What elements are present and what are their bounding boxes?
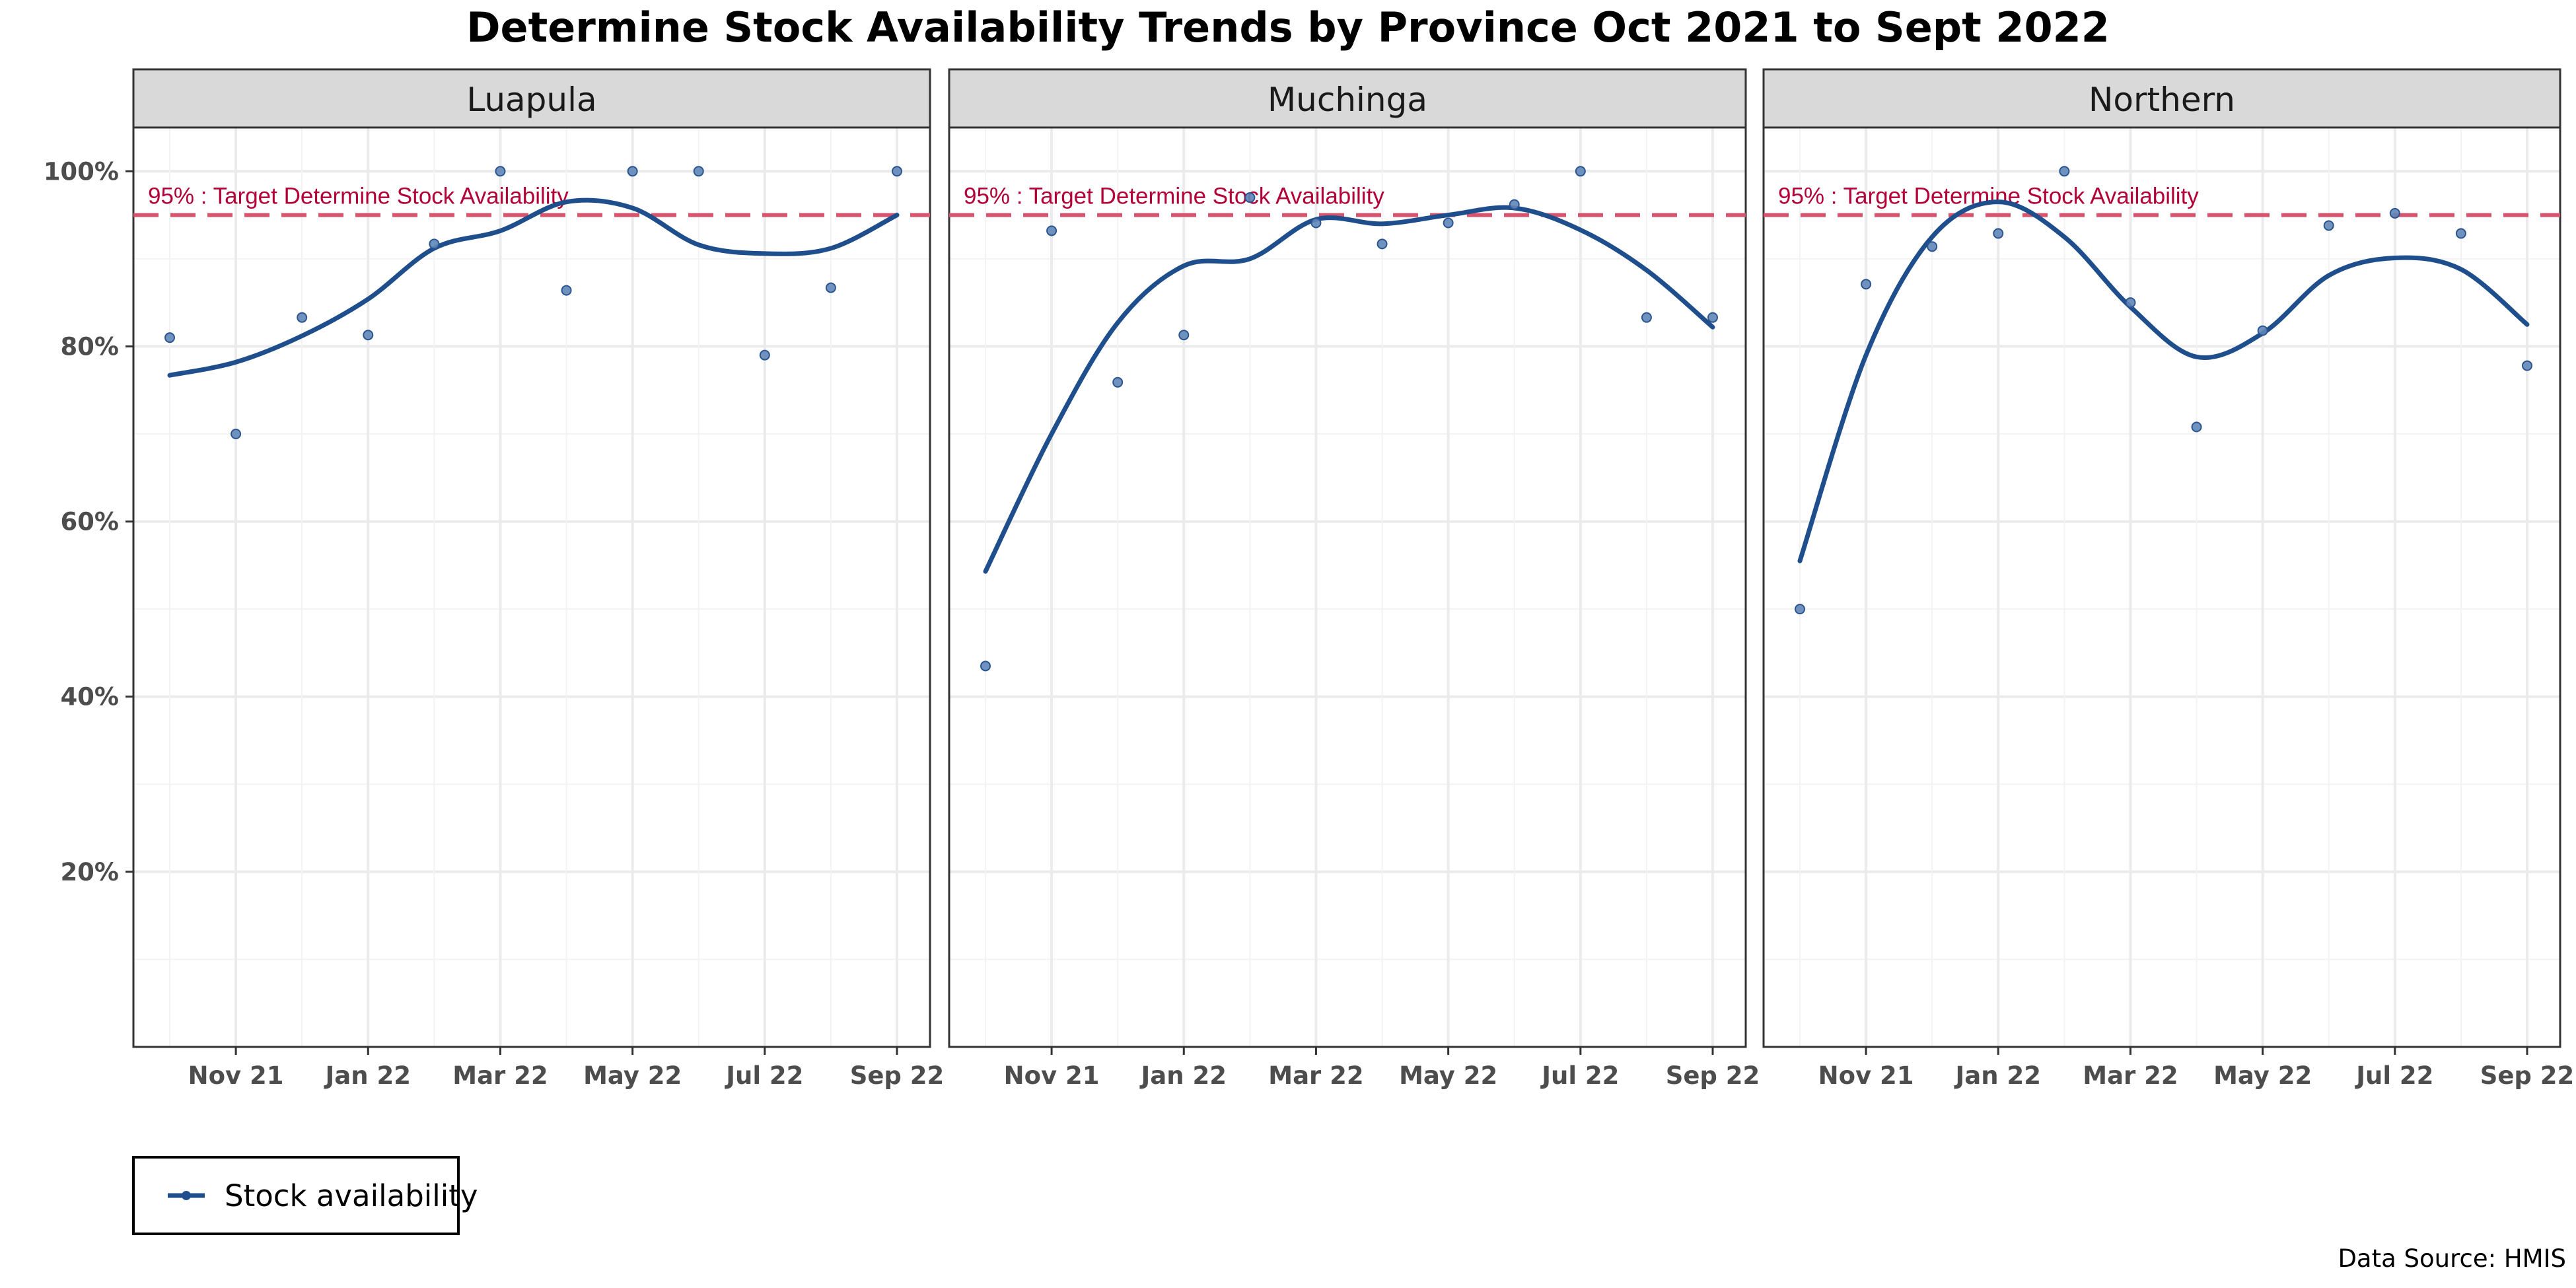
panel-luapula: Luapula 95% : Target Determine Stock Avai… bbox=[132, 68, 945, 1090]
panel-border bbox=[948, 126, 1747, 1048]
data-point-2021-11 bbox=[1861, 279, 1872, 290]
facet-panels: 20% 40% 60% 80% 100% Luapula 95% : Target Dete… bbox=[44, 68, 2575, 1090]
x-tick-label: Sep 22 bbox=[850, 1061, 945, 1090]
panel-northern: Northern 95% : Target Determine Stock Ava… bbox=[1762, 68, 2575, 1090]
x-tick-label: Jul 22 bbox=[724, 1061, 803, 1090]
facet-label: Northern bbox=[2089, 81, 2235, 119]
x-tick-label: May 22 bbox=[1399, 1061, 1497, 1090]
data-point-2021-12 bbox=[297, 312, 308, 323]
x-tick-label: Sep 22 bbox=[1666, 1061, 1760, 1090]
data-point-2022-01 bbox=[1178, 330, 1190, 341]
x-tick-label: Nov 21 bbox=[1004, 1061, 1100, 1090]
panel-border bbox=[132, 126, 931, 1048]
x-tick-label: Jul 22 bbox=[2354, 1061, 2433, 1090]
legend-point-key bbox=[182, 1191, 191, 1200]
facet-label: Luapula bbox=[466, 81, 596, 119]
target-label: 95% : Target Determine Stock Availabilit… bbox=[1778, 184, 2199, 209]
x-tick-label: Sep 22 bbox=[2480, 1061, 2575, 1090]
series-smooth-line bbox=[1797, 199, 2530, 563]
data-point-2022-01 bbox=[363, 330, 374, 341]
data-point-2022-03 bbox=[2125, 297, 2136, 308]
data-point-2021-12 bbox=[1927, 241, 1938, 252]
target-label: 95% : Target Determine Stock Availabilit… bbox=[964, 184, 1384, 209]
chart-title: Determine Stock Availability Trends by P… bbox=[466, 3, 2110, 52]
x-tick-label: Mar 22 bbox=[1268, 1061, 1363, 1090]
data-point-2022-02 bbox=[2059, 166, 2070, 177]
x-tick-label: Mar 22 bbox=[2083, 1061, 2178, 1090]
data-point-2021-11 bbox=[1046, 225, 1057, 236]
facet-strip bbox=[132, 68, 931, 129]
data-point-2022-09 bbox=[2522, 360, 2532, 371]
x-tick-label: May 22 bbox=[2213, 1061, 2312, 1090]
data-point-2022-09 bbox=[892, 166, 902, 177]
data-point-2022-07 bbox=[1575, 166, 1586, 177]
series-smooth-line bbox=[983, 205, 1715, 574]
y-tick-label-60: 60% bbox=[60, 508, 119, 536]
data-point-2021-12 bbox=[1112, 376, 1124, 388]
y-tick-label-40: 40% bbox=[60, 683, 119, 711]
data-point-2022-04 bbox=[1377, 238, 1388, 250]
facet-strip bbox=[948, 68, 1747, 129]
y-tick-label-80: 80% bbox=[60, 332, 119, 361]
data-point-2022-02 bbox=[429, 238, 440, 250]
data-point-2022-07 bbox=[759, 349, 770, 361]
data-point-2022-03 bbox=[1310, 217, 1322, 229]
data-point-2022-03 bbox=[495, 166, 506, 177]
legend-label: Stock availability bbox=[225, 1178, 478, 1213]
data-point-2022-08 bbox=[2455, 228, 2466, 239]
data-source-caption: Data Source: HMIS bbox=[2338, 1244, 2566, 1273]
data-point-2022-06 bbox=[1509, 199, 1520, 210]
legend: Stock availability bbox=[132, 1156, 478, 1235]
x-tick-label: Jul 22 bbox=[1540, 1061, 1619, 1090]
data-point-2021-10 bbox=[164, 332, 175, 343]
x-tick-label: May 22 bbox=[583, 1061, 682, 1090]
data-point-2022-05 bbox=[1443, 217, 1454, 229]
facet-label: Muchinga bbox=[1268, 81, 1427, 119]
series-smooth-line bbox=[167, 197, 900, 378]
data-point-2022-01 bbox=[1993, 228, 2004, 239]
data-point-2022-08 bbox=[825, 282, 836, 293]
data-point-2021-10 bbox=[980, 661, 991, 672]
panel-border bbox=[1762, 126, 2561, 1048]
data-point-2021-11 bbox=[231, 429, 242, 439]
y-tick-label-100: 100% bbox=[44, 157, 119, 186]
data-point-2022-06 bbox=[2323, 220, 2334, 231]
x-tick-label: Jan 22 bbox=[324, 1061, 411, 1090]
data-point-2022-06 bbox=[693, 166, 704, 177]
x-tick-label: Mar 22 bbox=[452, 1061, 548, 1090]
data-point-2022-09 bbox=[1707, 312, 1718, 323]
x-tick-label: Jan 22 bbox=[1139, 1061, 1227, 1090]
x-tick-label: Jan 22 bbox=[1954, 1061, 2041, 1090]
data-point-2022-04 bbox=[2191, 421, 2202, 433]
x-tick-label: Nov 21 bbox=[188, 1061, 284, 1090]
data-point-2022-05 bbox=[627, 166, 638, 177]
y-tick-label-20: 20% bbox=[60, 858, 119, 886]
x-tick-label: Nov 21 bbox=[1818, 1061, 1914, 1090]
data-point-2022-04 bbox=[561, 285, 572, 296]
data-point-2022-05 bbox=[2257, 325, 2268, 336]
data-point-2022-02 bbox=[1244, 192, 1256, 203]
panel-muchinga: Muchinga 95% : Target Determine Stock Ava… bbox=[948, 68, 1760, 1090]
data-point-2022-07 bbox=[2389, 207, 2400, 219]
data-point-2021-10 bbox=[1795, 604, 1805, 615]
data-point-2022-08 bbox=[1641, 312, 1652, 323]
target-label: 95% : Target Determine Stock Availabilit… bbox=[148, 184, 569, 209]
